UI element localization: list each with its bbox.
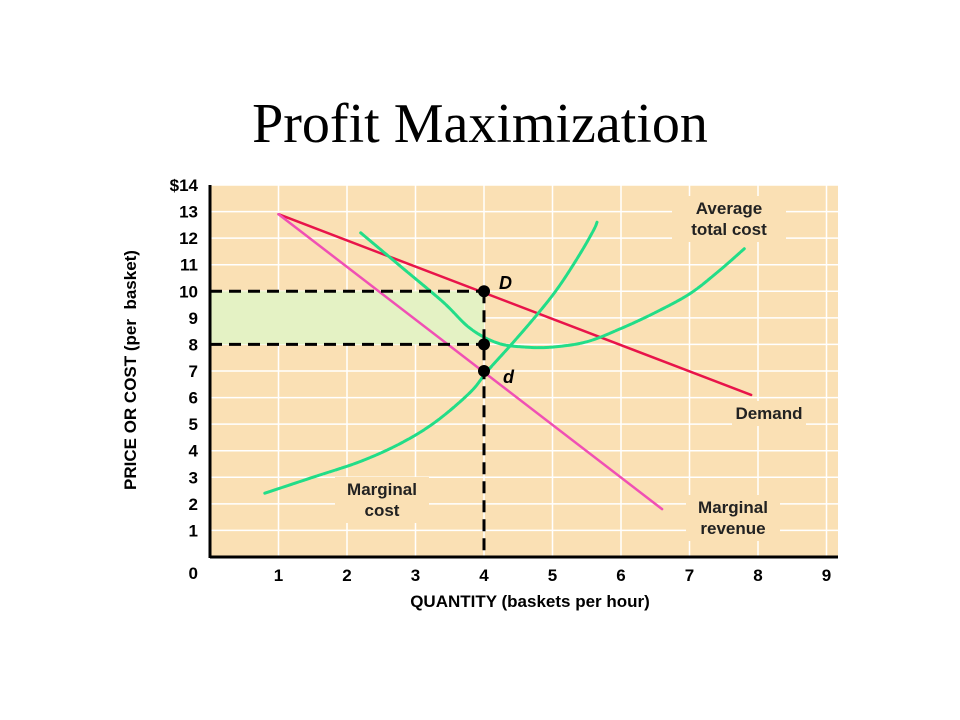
y-tick-label: 11 xyxy=(180,256,198,275)
data-point xyxy=(478,285,490,298)
y-tick-label: 1 xyxy=(189,521,198,540)
y-tick-label: 6 xyxy=(189,389,198,408)
x-tick-label: 9 xyxy=(822,566,831,585)
y-axis-label: PRICE OR COST (per basket) xyxy=(121,250,140,490)
marginal-cost-label: cost xyxy=(365,501,400,520)
data-point xyxy=(478,365,490,377)
x-axis-label: QUANTITY (baskets per hour) xyxy=(410,592,650,611)
marginal-revenue-label: revenue xyxy=(700,519,765,538)
average-total-cost-label: total cost xyxy=(691,220,767,239)
demand-label: Demand xyxy=(735,404,802,423)
marginal-cost-label: Marginal xyxy=(347,480,417,499)
y-tick-label: 5 xyxy=(189,415,198,434)
y-tick-label: 13 xyxy=(179,203,198,222)
marginal-cost-label-bg xyxy=(335,477,429,523)
x-tick-label: 3 xyxy=(411,566,420,585)
x-tick-label: 8 xyxy=(753,566,762,585)
x-tick-label: 2 xyxy=(342,566,351,585)
x-tick-label: 4 xyxy=(479,566,489,585)
marginal-revenue-line xyxy=(277,212,664,511)
x-tick-label: 5 xyxy=(548,566,557,585)
y-tick-label: 3 xyxy=(189,468,198,487)
y-tick-label: 4 xyxy=(189,442,199,461)
average-total-cost-curve xyxy=(359,231,746,350)
y-tick-label: 8 xyxy=(189,335,198,354)
y-tick-label: 2 xyxy=(189,495,198,514)
demand-line xyxy=(277,212,753,397)
origin-label: 0 xyxy=(189,564,198,583)
y-tick-label: 10 xyxy=(179,282,198,301)
x-tick-label: 1 xyxy=(274,566,283,585)
page-title: Profit Maximization xyxy=(252,93,708,155)
marginal-revenue-label: Marginal xyxy=(698,498,768,517)
y-tick-label: $14 xyxy=(170,176,199,195)
profit-area xyxy=(210,291,484,345)
y-tick-label: 7 xyxy=(189,362,198,381)
x-tick-label: 6 xyxy=(616,566,625,585)
y-tick-label: 9 xyxy=(189,309,198,328)
average-total-cost-label-bg xyxy=(672,196,786,242)
x-tick-label: 7 xyxy=(685,566,694,585)
demand-label-bg xyxy=(732,401,806,426)
y-tick-label: 12 xyxy=(179,229,198,248)
marginal-revenue-label-bg xyxy=(686,495,780,541)
point-label-D: D xyxy=(499,273,512,293)
average-total-cost-label: Average xyxy=(696,199,762,218)
data-point xyxy=(478,338,490,351)
point-label-d: d xyxy=(503,367,515,387)
